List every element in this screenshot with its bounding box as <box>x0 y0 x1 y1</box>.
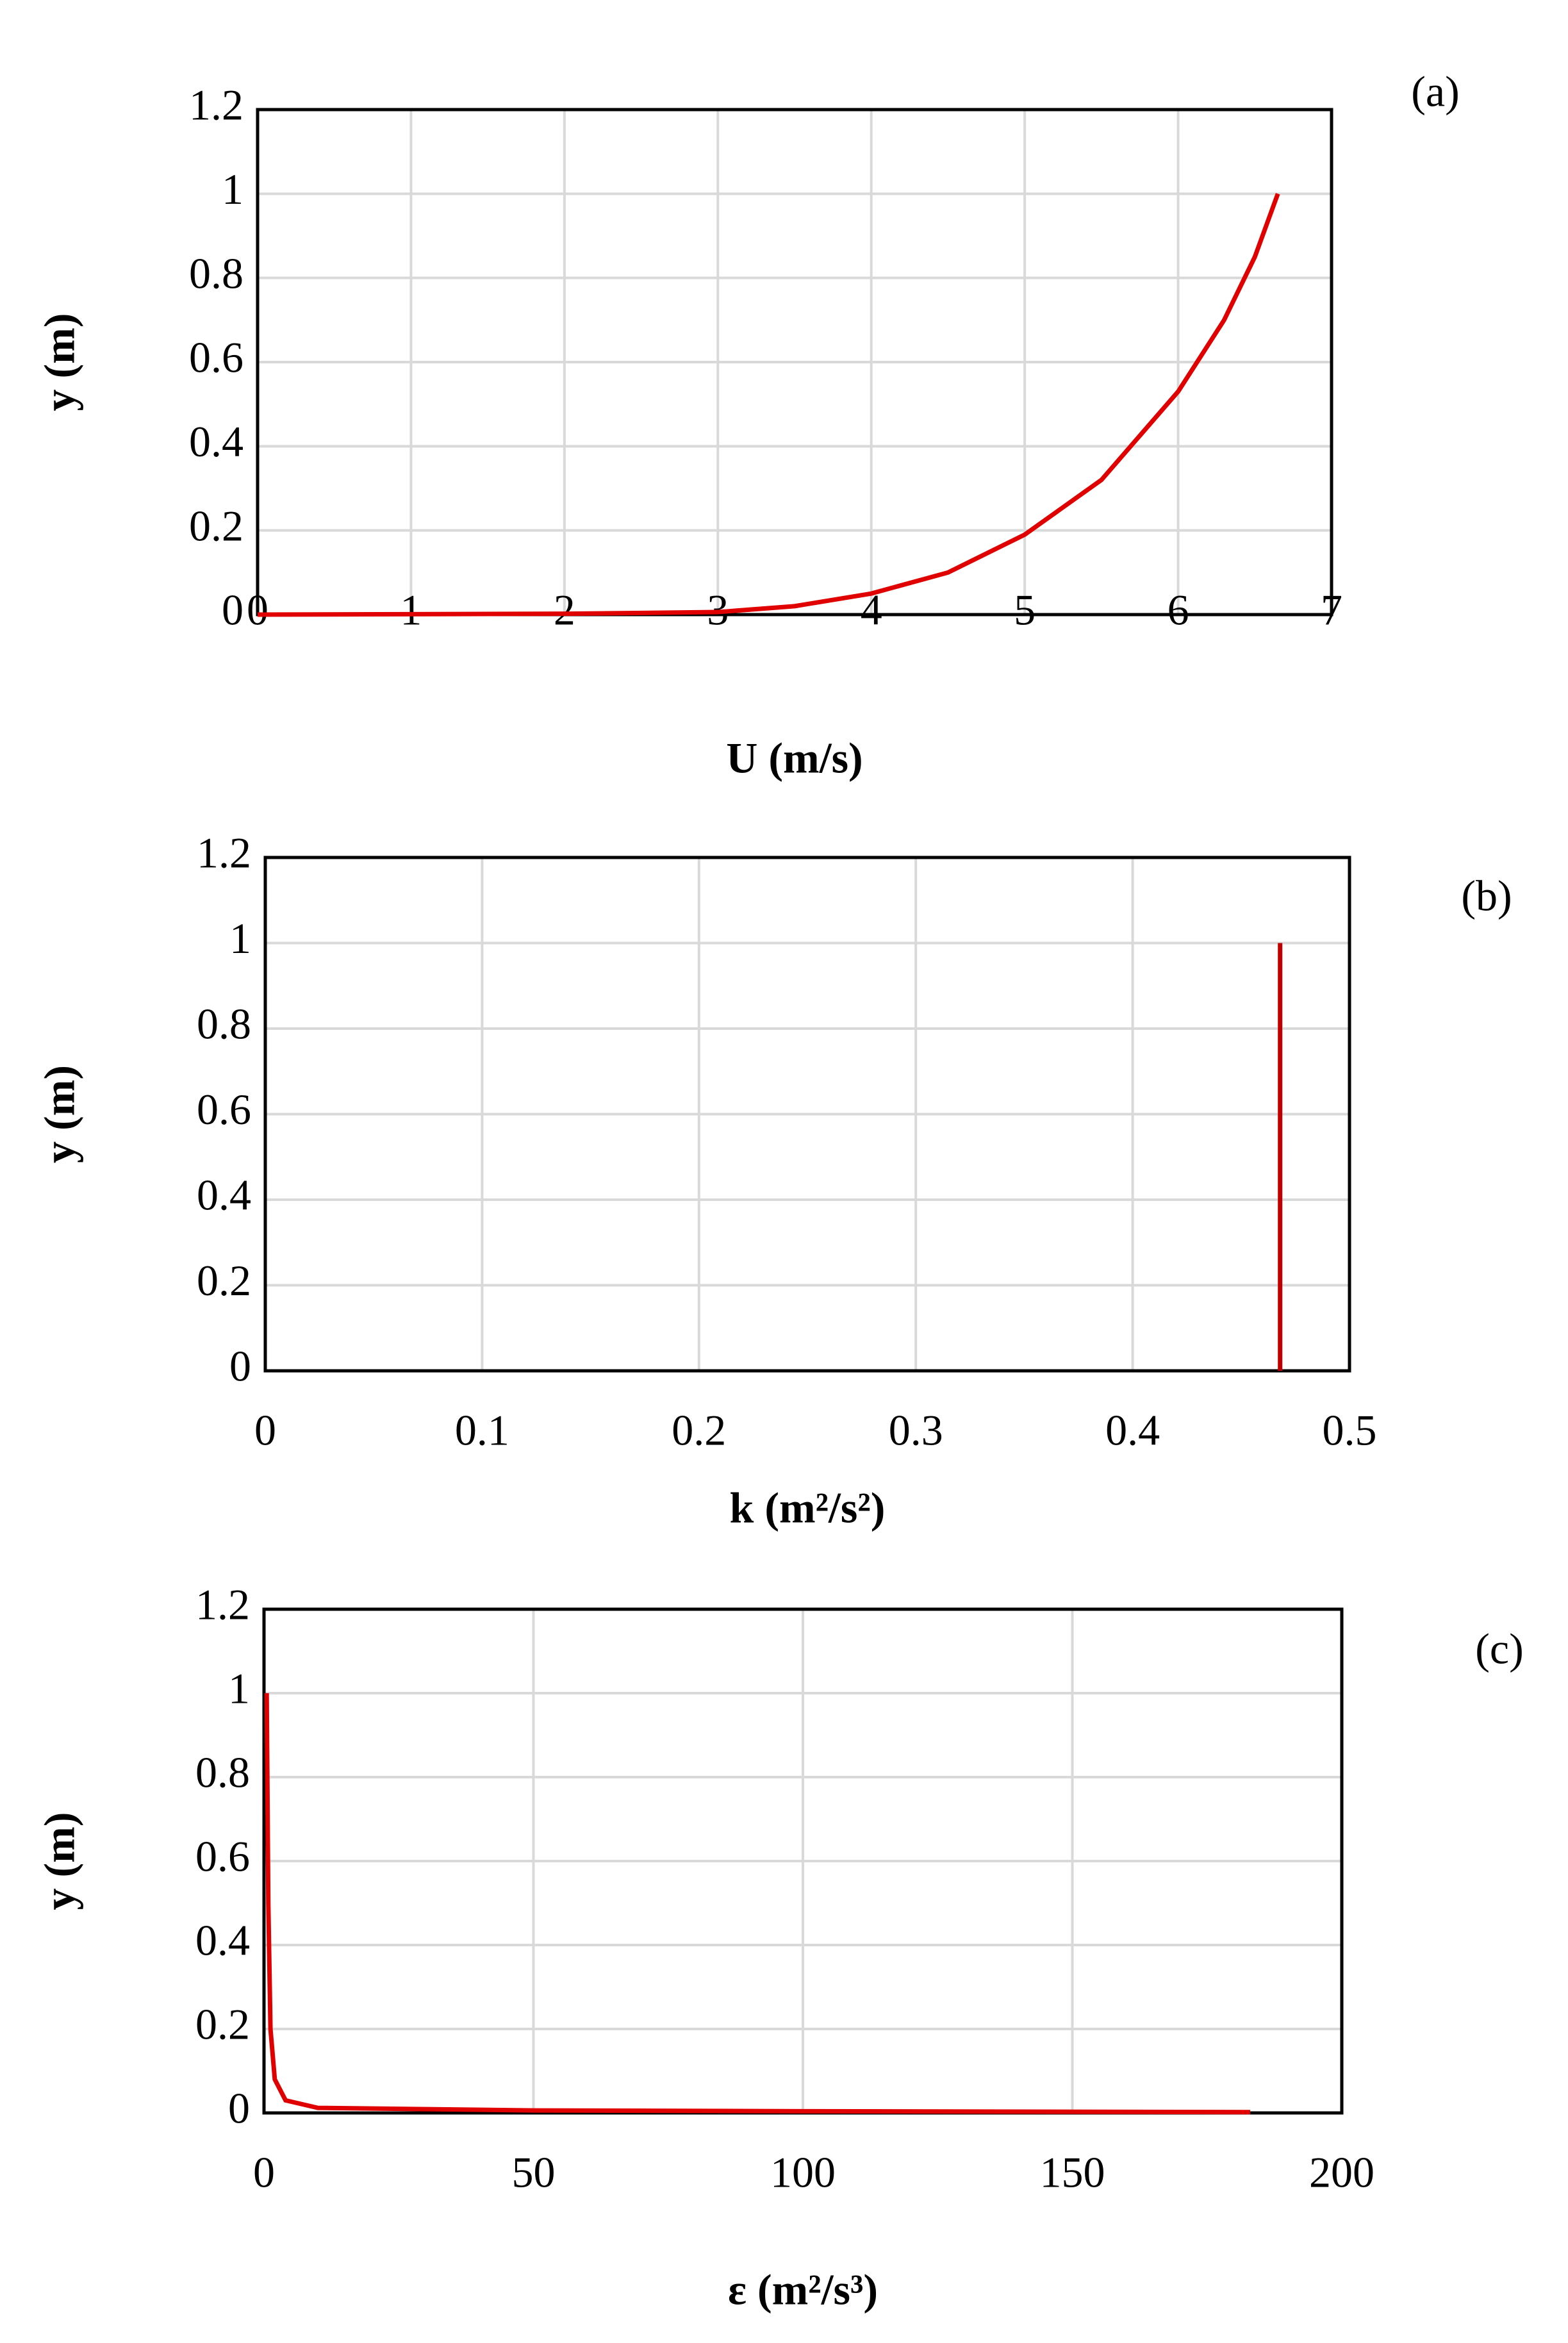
y-tick-label: 0.2 <box>195 2000 250 2049</box>
x-tick-label: 0.5 <box>1323 1406 1377 1455</box>
y-tick-label: 1 <box>228 1664 250 1713</box>
x-tick-label: 2 <box>554 586 575 634</box>
y-tick-label: 0 <box>222 586 243 634</box>
data-line <box>264 1693 1251 2115</box>
y-tick-label: 0.8 <box>189 249 243 297</box>
x-tick-label: 100 <box>770 2148 836 2197</box>
y-tick-label: 0.2 <box>189 501 243 550</box>
y-tick-label: 0.4 <box>189 417 243 466</box>
y-tick-label: 0 <box>228 2084 250 2133</box>
panel-label: (a) <box>1411 67 1459 116</box>
x-tick-label: 0 <box>253 2148 275 2197</box>
x-tick-label: 0 <box>254 1406 276 1455</box>
y-tick-label: 1 <box>229 914 251 963</box>
data-line <box>257 193 1280 617</box>
x-tick-label: 0.2 <box>672 1406 726 1455</box>
y-tick-label: 1.2 <box>195 1580 250 1629</box>
y-tick-label: 0.8 <box>195 1748 250 1797</box>
y-tick-label: 0.6 <box>189 333 243 382</box>
x-axis-label: k (m²/s²) <box>730 1484 886 1532</box>
y-axis-label: y (m) <box>35 1812 84 1910</box>
x-tick-label: 50 <box>512 2148 556 2197</box>
x-tick-label: 0.1 <box>455 1406 509 1455</box>
y-tick-label: 0.2 <box>197 1256 251 1305</box>
y-tick-label: 1.2 <box>189 81 243 129</box>
plot-frame <box>256 108 1333 617</box>
x-tick-label: 150 <box>1040 2148 1105 2197</box>
y-tick-label: 1.2 <box>197 829 251 877</box>
y-tick-label: 0.6 <box>197 1085 251 1134</box>
panel-label: (b) <box>1461 872 1512 920</box>
x-tick-label: 200 <box>1309 2148 1374 2197</box>
y-tick-label: 0.6 <box>195 1832 250 1881</box>
panel-label: (c) <box>1475 1625 1523 1673</box>
y-tick-label: 1 <box>222 165 243 213</box>
y-tick-label: 0 <box>229 1342 251 1391</box>
x-tick-label: 0.4 <box>1105 1406 1160 1455</box>
plot-frame <box>263 856 1351 1373</box>
x-tick-label: 1 <box>400 586 422 634</box>
x-axis-label: ε (m²/s³) <box>728 2265 878 2314</box>
y-axis-label: y (m) <box>35 1065 84 1163</box>
y-tick-label: 0.4 <box>197 1171 251 1220</box>
x-tick-label: 5 <box>1014 586 1036 634</box>
x-tick-label: 0.3 <box>889 1406 943 1455</box>
y-axis-label: y (m) <box>35 313 84 411</box>
x-axis-label: U (m/s) <box>726 734 862 782</box>
y-tick-label: 0.8 <box>197 1000 251 1048</box>
x-tick-label: 6 <box>1168 586 1189 634</box>
y-tick-label: 0.4 <box>195 1916 250 1965</box>
